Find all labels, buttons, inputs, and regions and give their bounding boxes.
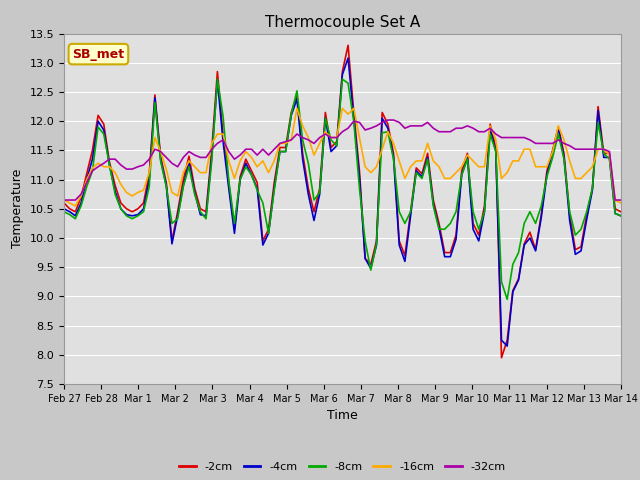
Title: Thermocouple Set A: Thermocouple Set A bbox=[265, 15, 420, 30]
Legend: -2cm, -4cm, -8cm, -16cm, -32cm: -2cm, -4cm, -8cm, -16cm, -32cm bbox=[175, 457, 510, 477]
X-axis label: Time: Time bbox=[327, 409, 358, 422]
Text: SB_met: SB_met bbox=[72, 48, 124, 60]
Y-axis label: Temperature: Temperature bbox=[11, 169, 24, 249]
